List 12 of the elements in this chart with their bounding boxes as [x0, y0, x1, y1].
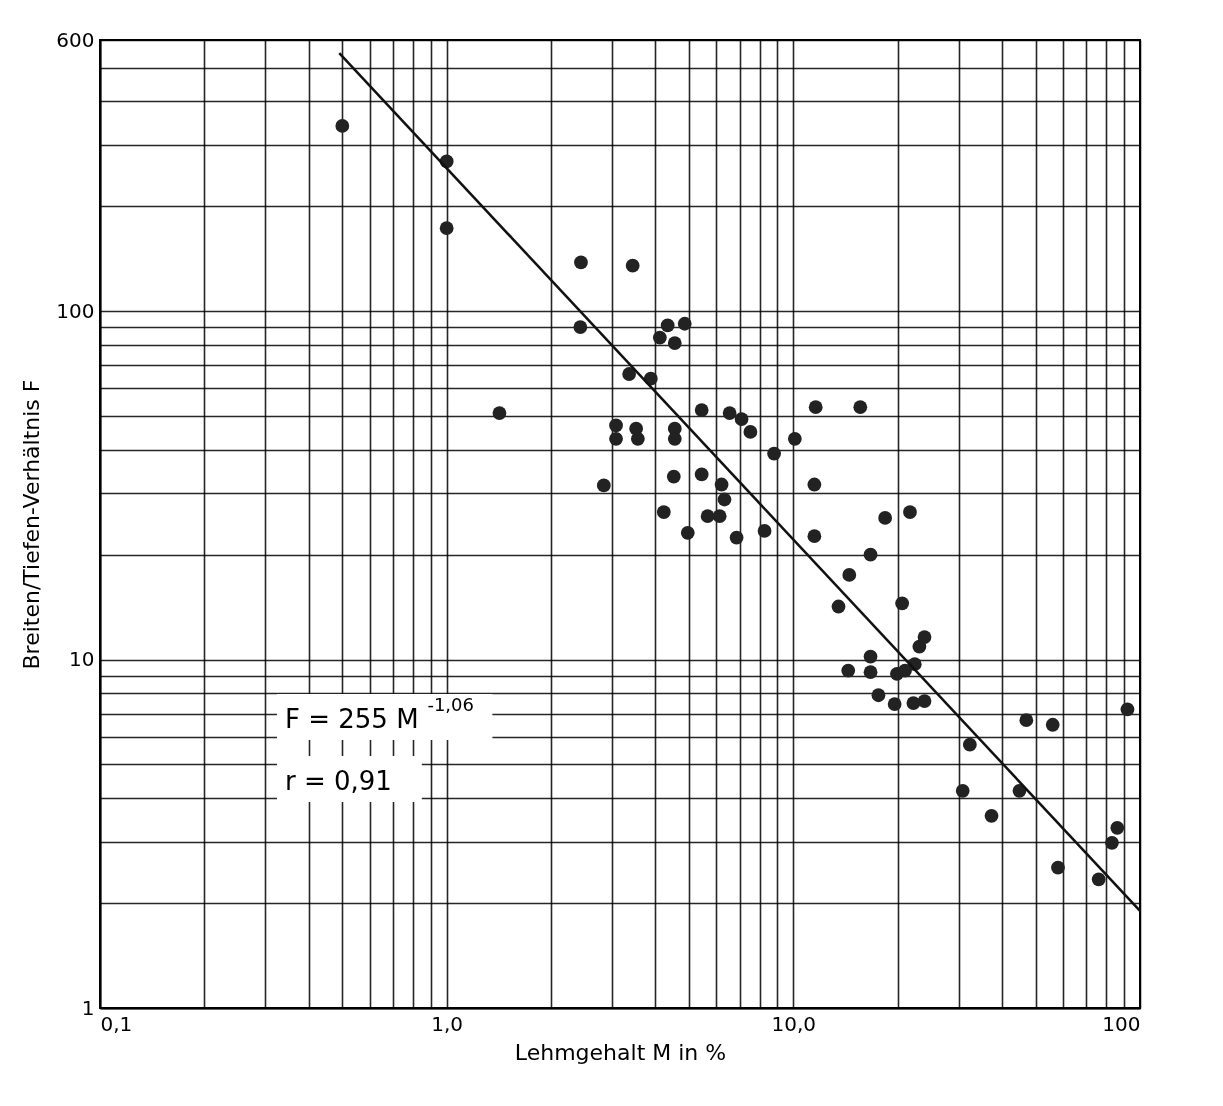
y-tick-label: 10: [69, 647, 95, 672]
annotation: F = 255 M-1,06: [285, 694, 474, 734]
x-axis-title: Lehmgehalt M in %: [514, 1039, 727, 1065]
y-tick-label: 1: [81, 995, 95, 1020]
y-tick-label: 600: [56, 27, 95, 52]
x-tick-label: 1,0: [431, 1011, 464, 1036]
y-tick-label: 100: [56, 298, 95, 323]
x-tick-label: 100: [1102, 1011, 1141, 1036]
x-tick-label: 10,0: [771, 1011, 817, 1036]
annotation: r = 0,91: [285, 766, 392, 796]
y-axis-title: Breiten/Tiefen-Verhältnis F: [19, 379, 45, 670]
x-tick-label: 0,1: [100, 1011, 133, 1036]
